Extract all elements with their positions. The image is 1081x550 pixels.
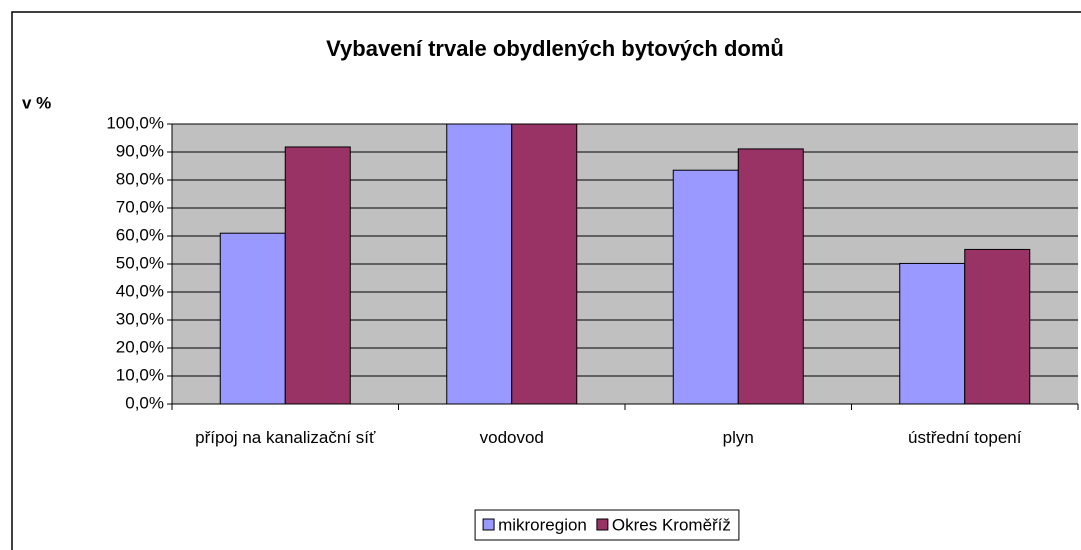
bar [446, 123, 513, 405]
y-tick-label: 100,0% [106, 113, 164, 132]
y-tick-label: 70,0% [116, 197, 164, 216]
bar [511, 123, 578, 405]
legend: mikroregion Okres Kroměříž [474, 509, 740, 541]
bar [737, 148, 804, 405]
y-tick-label: 80,0% [116, 169, 164, 188]
y-tick-label: 60,0% [116, 225, 164, 244]
x-tick-label-box: vodovod [479, 428, 544, 447]
y-tick-label: 10,0% [116, 365, 164, 384]
y-axis-label: v % [22, 93, 51, 112]
x-tick-label: vodovod [479, 428, 544, 447]
x-tick-label-box: přípoj na kanalizační síť [195, 428, 376, 447]
x-tick-label-box: plyn [722, 428, 754, 447]
legend-swatch [596, 518, 609, 531]
bar [672, 169, 739, 405]
y-tick-label: 30,0% [116, 309, 164, 328]
chart-title: Vybavení trvale obydlených bytových domů [326, 36, 784, 61]
bar [284, 146, 351, 405]
y-tick-label: 40,0% [116, 281, 164, 300]
y-tick-label: 0,0% [125, 393, 164, 412]
bar [964, 248, 1031, 405]
x-tick-label-box: ústřední topení [908, 428, 1022, 447]
y-tick-label: 50,0% [116, 253, 164, 272]
bar [899, 262, 966, 405]
x-tick-label: přípoj na kanalizační síť [195, 428, 376, 447]
legend-label: mikroregion [498, 515, 587, 534]
y-tick-label: 20,0% [116, 337, 164, 356]
x-tick-label: ústřední topení [908, 428, 1022, 447]
legend-swatch [482, 518, 495, 531]
y-tick-label: 90,0% [116, 141, 164, 160]
x-tick-label: plyn [722, 428, 754, 447]
legend-label: Okres Kroměříž [612, 515, 731, 534]
bar [219, 232, 286, 405]
